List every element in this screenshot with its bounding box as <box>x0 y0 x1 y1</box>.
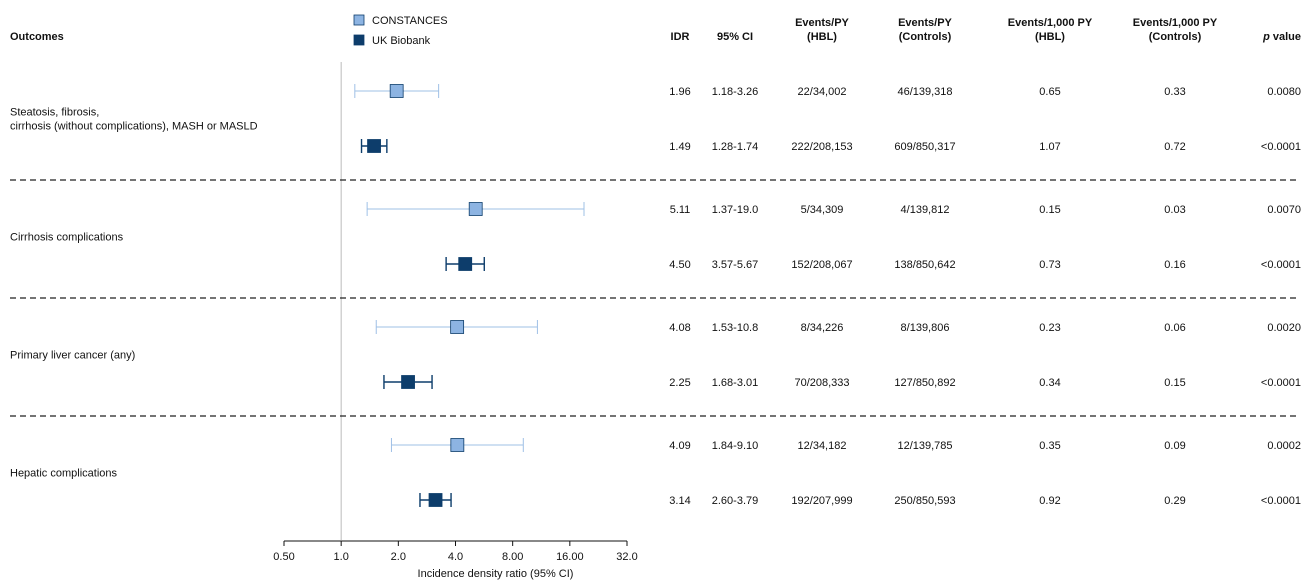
outcome-label: cirrhosis (without complications), MASH … <box>10 121 258 133</box>
cell-events-hbl: 12/34,182 <box>798 440 847 452</box>
cell-ci: 1.18-3.26 <box>712 86 758 98</box>
cell-rate-hbl: 0.23 <box>1039 322 1060 334</box>
cell-idr: 1.49 <box>669 141 690 153</box>
header-events-py-hbl-1: Events/PY <box>795 17 849 29</box>
x-tick-label: 4.0 <box>448 551 463 563</box>
cell-p-value: <0.0001 <box>1261 377 1301 389</box>
cell-idr: 4.50 <box>669 259 690 271</box>
outcome-label: Primary liver cancer (any) <box>10 350 135 362</box>
cell-rate-controls: 0.16 <box>1164 259 1185 271</box>
cell-idr: 5.11 <box>670 204 691 216</box>
cell-ci: 2.60-3.79 <box>712 495 758 507</box>
x-tick-label: 16.00 <box>556 551 584 563</box>
cell-idr: 1.96 <box>669 86 690 98</box>
cell-events-controls: 127/850,892 <box>894 377 955 389</box>
cell-events-controls: 46/139,318 <box>897 86 952 98</box>
cell-idr: 4.08 <box>669 322 690 334</box>
header-rate-hbl-2: (HBL) <box>1035 31 1065 43</box>
cell-rate-hbl: 0.73 <box>1039 259 1060 271</box>
point-estimate <box>429 494 442 507</box>
point-estimate <box>368 140 381 153</box>
x-tick-label: 1.0 <box>334 551 349 563</box>
outcome-label: Steatosis, fibrosis, <box>10 107 99 119</box>
cell-ci: 3.57-5.67 <box>712 259 758 271</box>
cell-events-controls: 250/850,593 <box>894 495 955 507</box>
point-estimate <box>469 203 482 216</box>
x-tick-label: 8.00 <box>502 551 523 563</box>
header-events-py-hbl-2: (HBL) <box>807 31 837 43</box>
legend-swatch-0 <box>354 15 364 25</box>
legend-swatch-1 <box>354 35 364 45</box>
point-estimate <box>451 439 464 452</box>
cell-rate-controls: 0.09 <box>1164 440 1185 452</box>
cell-ci: 1.53-10.8 <box>712 322 758 334</box>
cell-events-hbl: 5/34,309 <box>801 204 844 216</box>
cell-rate-hbl: 0.92 <box>1039 495 1060 507</box>
x-axis-title: Incidence density ratio (95% CI) <box>418 568 574 580</box>
cell-events-hbl: 222/208,153 <box>791 141 852 153</box>
cell-rate-controls: 0.72 <box>1164 141 1185 153</box>
cell-rate-hbl: 0.65 <box>1039 86 1060 98</box>
cell-idr: 4.09 <box>669 440 690 452</box>
header-rate-controls-2: (Controls) <box>1149 31 1202 43</box>
header-idr: IDR <box>671 31 690 43</box>
cell-events-hbl: 22/34,002 <box>798 86 847 98</box>
cell-events-hbl: 70/208,333 <box>794 377 849 389</box>
cell-p-value: <0.0001 <box>1261 259 1301 271</box>
cell-events-hbl: 8/34,226 <box>801 322 844 334</box>
table-header: Outcomes IDR 95% CI Events/PY (HBL) Even… <box>10 17 1301 43</box>
header-rate-controls-1: Events/1,000 PY <box>1133 17 1218 29</box>
cell-rate-hbl: 0.35 <box>1039 440 1060 452</box>
cell-ci: 1.84-9.10 <box>712 440 758 452</box>
point-estimate <box>402 376 415 389</box>
cell-idr: 3.14 <box>669 495 690 507</box>
outcome-label: Cirrhosis complications <box>10 232 124 244</box>
cell-events-hbl: 192/207,999 <box>791 495 852 507</box>
header-outcomes: Outcomes <box>10 31 64 43</box>
cell-rate-hbl: 0.15 <box>1039 204 1060 216</box>
plot-area <box>10 62 1300 540</box>
x-tick-label: 2.0 <box>391 551 406 563</box>
cell-rate-controls: 0.29 <box>1164 495 1185 507</box>
cell-idr: 2.25 <box>669 377 690 389</box>
x-tick-label: 0.50 <box>273 551 294 563</box>
header-p-value: p value <box>1262 31 1301 43</box>
cell-events-controls: 4/139,812 <box>901 204 950 216</box>
cell-p-value: <0.0001 <box>1261 495 1301 507</box>
cell-p-value: <0.0001 <box>1261 141 1301 153</box>
cell-ci: 1.28-1.74 <box>712 141 758 153</box>
cell-events-hbl: 152/208,067 <box>791 259 852 271</box>
point-estimate <box>459 258 472 271</box>
cell-ci: 1.37-19.0 <box>712 204 758 216</box>
cell-p-value: 0.0020 <box>1267 322 1301 334</box>
cell-events-controls: 138/850,642 <box>894 259 955 271</box>
outcome-label: Hepatic complications <box>10 468 117 480</box>
x-tick-label: 32.0 <box>616 551 637 563</box>
cell-ci: 1.68-3.01 <box>712 377 758 389</box>
cell-rate-controls: 0.06 <box>1164 322 1185 334</box>
header-events-py-controls-1: Events/PY <box>898 17 952 29</box>
table-rows: Steatosis, fibrosis, cirrhosis (without c… <box>10 86 1301 507</box>
point-estimate <box>451 321 464 334</box>
header-events-py-controls-2: (Controls) <box>899 31 952 43</box>
cell-events-controls: 8/139,806 <box>901 322 950 334</box>
header-95ci: 95% CI <box>717 31 753 43</box>
legend-label-1: UK Biobank <box>372 35 431 47</box>
cell-rate-hbl: 1.07 <box>1039 141 1060 153</box>
cell-p-value: 0.0080 <box>1267 86 1301 98</box>
cell-rate-hbl: 0.34 <box>1039 377 1060 389</box>
point-estimate <box>390 85 403 98</box>
cell-events-controls: 12/139,785 <box>897 440 952 452</box>
cell-p-value: 0.0070 <box>1267 204 1301 216</box>
cell-rate-controls: 0.15 <box>1164 377 1185 389</box>
legend-label-0: CONSTANCES <box>372 15 448 27</box>
legend: CONSTANCES UK Biobank <box>354 15 448 47</box>
cell-rate-controls: 0.33 <box>1164 86 1185 98</box>
x-axis: 0.50 1.0 2.0 4.0 8.00 16.00 32.0 Incidence dens… <box>273 541 637 580</box>
cell-events-controls: 609/850,317 <box>894 141 955 153</box>
header-rate-hbl-1: Events/1,000 PY <box>1008 17 1093 29</box>
cell-p-value: 0.0002 <box>1267 440 1301 452</box>
cell-rate-controls: 0.03 <box>1164 204 1185 216</box>
